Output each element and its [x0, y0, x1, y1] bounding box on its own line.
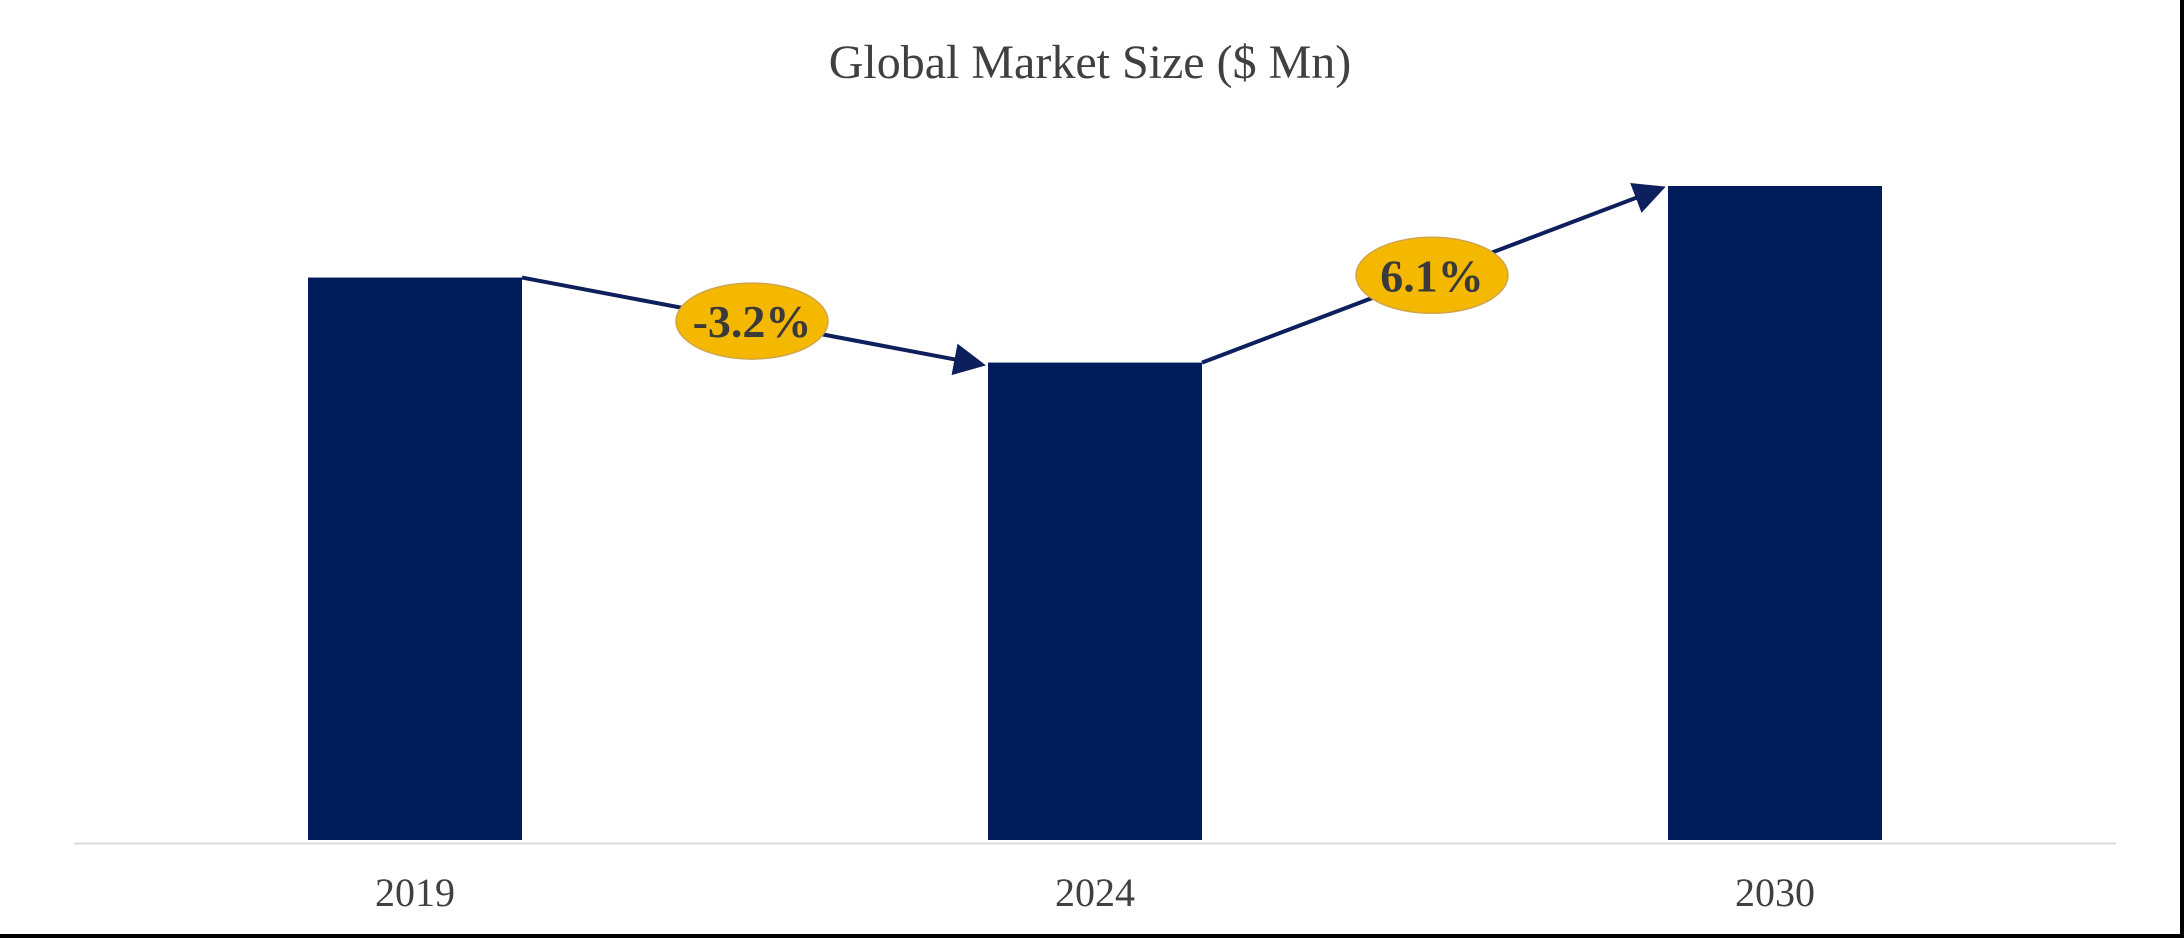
cagr-badge-2 — [1355, 236, 1509, 315]
x-tick-label-2019: 2019 — [375, 870, 455, 915]
chart-title: Global Market Size ($ Mn) — [829, 36, 1352, 89]
bar-2024 — [988, 362, 1202, 840]
x-tick-label-2030: 2030 — [1735, 870, 1815, 915]
bar-2030 — [1668, 186, 1882, 840]
x-tick-label-2024: 2024 — [1055, 870, 1135, 915]
cagr-badge-1 — [675, 282, 829, 360]
bar-2019 — [308, 277, 522, 840]
cagr-label-2: 6.1% — [1380, 250, 1484, 301]
cagr-label-1: -3.2% — [693, 296, 812, 347]
